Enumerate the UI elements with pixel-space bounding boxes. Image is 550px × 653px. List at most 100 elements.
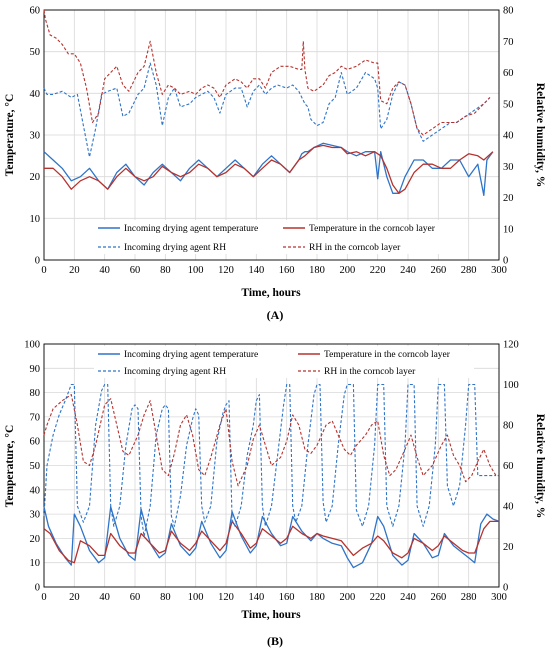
x-tick-label-b: 200 [339, 592, 355, 603]
grid-b [43, 343, 500, 588]
x-tick-label-b: 120 [218, 592, 234, 603]
y-tick-label-b: 60 [30, 437, 41, 448]
x-tick-label-a: 60 [130, 265, 141, 276]
x-tick-label-b: 0 [41, 592, 46, 603]
y2-axis-label-a: Relative humidity, % [534, 83, 546, 187]
y2-tick-label-a: 30 [503, 162, 514, 173]
y2-tick-label-b: 120 [503, 340, 519, 351]
y2-tick-label-a: 50 [503, 99, 514, 110]
y-tick-label-a: 0 [35, 256, 40, 267]
x-tick-label-b: 100 [188, 592, 204, 603]
y-tick-label-a: 60 [30, 6, 41, 17]
plot-frame-b [43, 343, 500, 588]
x-tick-label-b: 60 [130, 592, 141, 603]
legend-b-background [94, 346, 474, 378]
y2-tick-label-b: 100 [503, 380, 519, 391]
x-ticks-a: 0 20 40 60 80 100 120 140 160 180 200 220 240 260 280 3… [41, 265, 507, 276]
legend-a-label-incoming-rh: Incoming drying agent RH [124, 243, 226, 253]
y-tick-label-a: 40 [30, 89, 41, 100]
y-tick-label-a: 30 [30, 131, 41, 142]
y2-axis-label-b: Relative humidity, % [534, 414, 546, 518]
y-ticks-a: 0 10 20 30 40 50 60 [30, 6, 41, 267]
legend-a: Incoming drying agent temperature Temper… [94, 220, 464, 254]
y-tick-label-b: 80 [30, 388, 41, 399]
y-tick-label-b: 20 [30, 534, 41, 545]
x-ticks-b: 0 20 40 60 80 100 120 140 160 180 200 220 240 260 280 3… [41, 592, 507, 603]
x-tick-label-a: 80 [160, 265, 171, 276]
series-line-b-1 [43, 520, 499, 564]
x-tick-label-a: 260 [430, 265, 446, 276]
y2-tick-label-b: 20 [503, 542, 514, 553]
legend-b-label-incoming-temp: Incoming drying agent temperature [124, 350, 258, 360]
y-tick-label-b: 70 [30, 412, 41, 423]
y2-tick-label-a: 10 [503, 224, 514, 235]
y-tick-label-b: 0 [35, 583, 40, 594]
y2-ticks-a: 0 10 20 30 40 50 60 70 80 [503, 6, 514, 267]
y-tick-label-a: 10 [30, 214, 41, 225]
legend-a-label-corncob-rh: RH in the corncob layer [309, 243, 401, 253]
x-tick-label-a: 120 [218, 265, 234, 276]
y-tick-label-b: 90 [30, 364, 41, 375]
legend-a-background [94, 220, 464, 254]
x-tick-label-a: 20 [69, 265, 80, 276]
panel-a: 0 20 40 60 80 100 120 140 160 180 200 220 240 260 280 3… [4, 6, 546, 323]
y-tick-label-b: 100 [24, 340, 40, 351]
series-line-b-2 [43, 383, 496, 537]
y2-tick-label-b: 60 [503, 461, 514, 472]
y-axis-label-b: Temperature, °C [4, 425, 16, 508]
legend-b-label-corncob-rh: RH in the corncob layer [324, 367, 416, 377]
legend-b: Incoming drying agent temperature Temper… [94, 346, 474, 378]
x-tick-label-a: 180 [309, 265, 325, 276]
x-axis-label-a: Time, hours [241, 287, 301, 299]
panel-label-a: (A) [267, 308, 284, 322]
y2-tick-label-a: 70 [503, 37, 514, 48]
x-tick-label-b: 220 [370, 592, 386, 603]
x-tick-label-b: 260 [430, 592, 446, 603]
x-tick-label-a: 280 [461, 265, 477, 276]
legend-a-label-incoming-temp: Incoming drying agent temperature [124, 224, 258, 234]
x-tick-label-b: 80 [160, 592, 171, 603]
series-line-a-1 [44, 144, 494, 194]
x-tick-label-b: 140 [248, 592, 264, 603]
y-tick-label-b: 50 [30, 461, 41, 472]
legend-a-label-corncob-temp: Temperature in the corncob layer [309, 224, 436, 234]
series-line-a-0 [43, 142, 494, 197]
y-ticks-b: 0 10 20 30 40 50 60 70 80 90 100 [24, 340, 40, 594]
y-tick-label-a: 50 [30, 47, 41, 58]
y-tick-label-b: 10 [30, 558, 41, 569]
series-line-b-0 [43, 506, 500, 569]
x-tick-label-b: 40 [99, 592, 110, 603]
x-tick-label-a: 0 [41, 265, 46, 276]
x-tick-label-a: 160 [279, 265, 295, 276]
y2-tick-label-b: 80 [503, 421, 514, 432]
x-tick-label-a: 40 [99, 265, 110, 276]
series-line-a-3 [43, 9, 491, 136]
y-tick-label-b: 40 [30, 485, 41, 496]
x-tick-label-a: 100 [188, 265, 204, 276]
y2-tick-label-a: 20 [503, 193, 514, 204]
y2-tick-label-a: 80 [503, 6, 514, 17]
y-axis-label-a: Temperature, °C [4, 94, 16, 177]
y-tick-label-b: 30 [30, 510, 41, 521]
series-line-a-2 [43, 62, 491, 158]
series-layer-a [43, 9, 494, 197]
panel-label-b: (B) [267, 634, 283, 648]
x-tick-label-b: 160 [279, 592, 295, 603]
x-tick-label-a: 200 [339, 265, 355, 276]
y2-ticks-b: 0 20 40 60 80 100 120 [503, 340, 519, 594]
x-tick-label-a: 140 [248, 265, 264, 276]
panel-b: 0 20 40 60 80 100 120 140 160 180 200 220 240 260 280 3… [4, 340, 546, 649]
x-tick-label-a: 240 [400, 265, 416, 276]
y2-tick-label-b: 40 [503, 502, 514, 513]
y2-tick-label-a: 60 [503, 68, 514, 79]
y-tick-label-a: 20 [30, 172, 41, 183]
x-tick-label-b: 280 [461, 592, 477, 603]
y2-tick-label-a: 0 [503, 256, 508, 267]
series-line-b-3 [43, 394, 499, 487]
x-tick-label-b: 180 [309, 592, 325, 603]
x-tick-label-b: 20 [69, 592, 80, 603]
series-layer-b [43, 383, 500, 569]
x-tick-label-a: 220 [370, 265, 386, 276]
legend-b-label-incoming-rh: Incoming drying agent RH [124, 367, 226, 377]
legend-b-label-corncob-temp: Temperature in the corncob layer [324, 350, 451, 360]
